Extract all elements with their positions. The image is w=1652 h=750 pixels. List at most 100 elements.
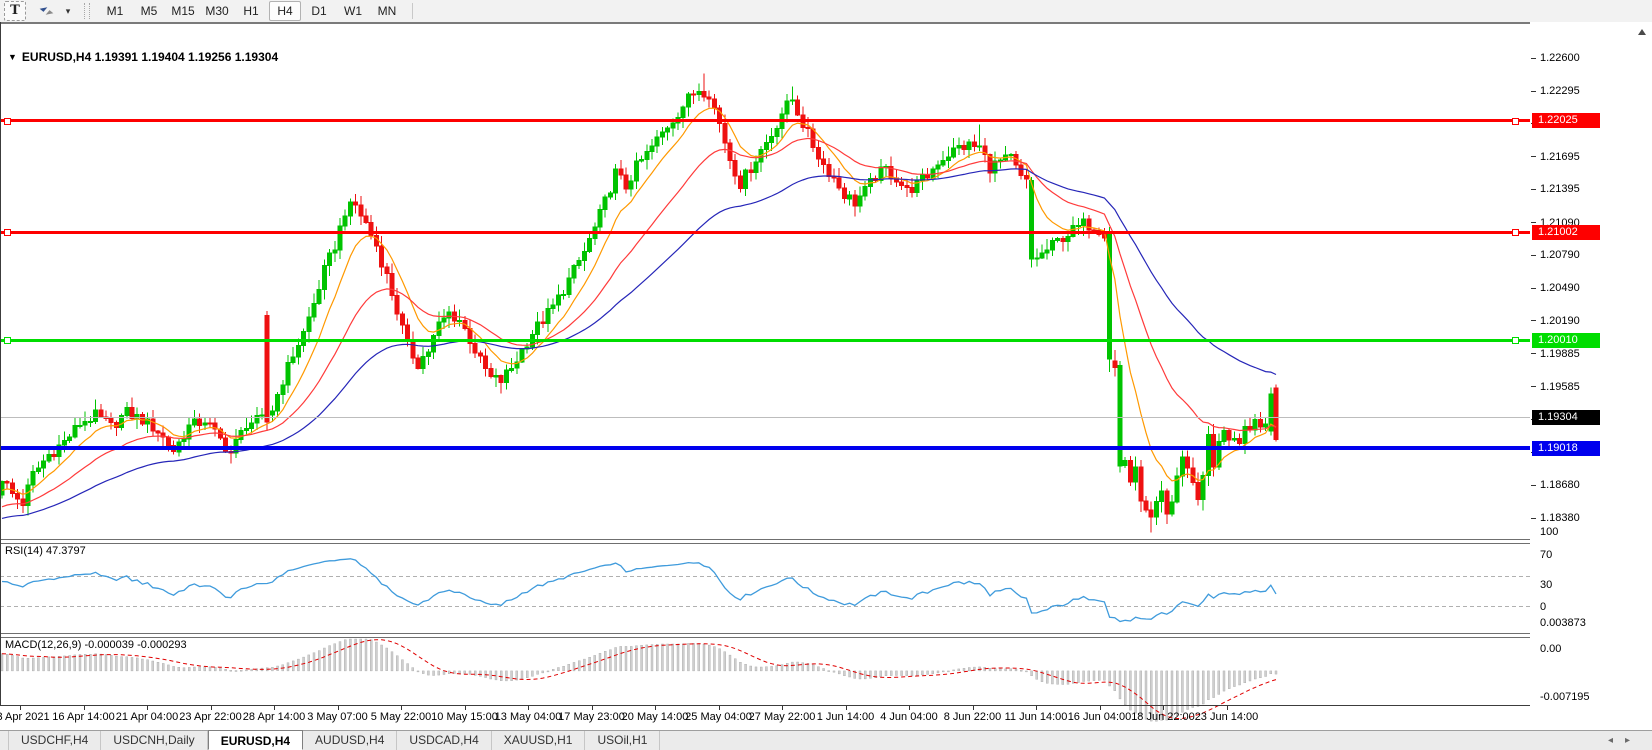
time-axis-tickmark: [909, 706, 910, 710]
chart-region: ▼ EURUSD,H4 1.19391 1.19404 1.19256 1.193…: [0, 22, 1530, 722]
time-axis-tickmark: [20, 706, 21, 710]
tab-usdcad-h4[interactable]: USDCAD,H4: [397, 731, 492, 750]
axis-scroll-up-icon[interactable]: [1638, 29, 1646, 35]
time-axis-label: 5 May 22:00: [370, 711, 432, 723]
price-axis-tick: 1.22295: [1540, 85, 1580, 98]
rsi-axis-tick: 0: [1540, 601, 1547, 613]
chart-left-border: [0, 22, 1, 705]
timeframe-button-h4[interactable]: H4: [269, 1, 301, 21]
hline-handle[interactable]: [1512, 229, 1519, 237]
price-axis-tickmark: [1531, 287, 1536, 289]
price-axis-tickmark: [1531, 320, 1536, 322]
time-axis-label: 20 May 14:00: [621, 711, 689, 723]
arrow-up-icon: [39, 4, 48, 12]
time-axis-tickmark: [782, 706, 783, 710]
time-axis-label: 3 May 07:00: [307, 711, 368, 723]
tab-eurusd-h4[interactable]: EURUSD,H4: [207, 730, 304, 750]
time-axis-label: 17 May 23:00: [558, 711, 625, 723]
price-tag-level[interactable]: 1.22025: [1532, 113, 1600, 129]
time-axis-tickmark: [718, 706, 720, 710]
price-axis-tick: 1.20790: [1540, 249, 1580, 262]
tab-usoil-h1[interactable]: USOil,H1: [585, 731, 661, 750]
time-axis-tickmark: [845, 706, 847, 710]
macd-signal-line: [1, 639, 1277, 720]
tab-usdcnh-daily[interactable]: USDCNH,Daily: [101, 731, 208, 750]
pane-separator[interactable]: [0, 633, 1530, 638]
price-axis-tick: 1.20490: [1540, 282, 1580, 294]
price-axis-tickmark: [1531, 188, 1536, 190]
time-axis-label: 13 May 04:00: [494, 711, 562, 723]
price-axis-tick: 1.19585: [1540, 380, 1580, 393]
rsi-axis-tick: 70: [1540, 548, 1553, 561]
tab-xauusd-h1[interactable]: XAUUSD,H1: [492, 731, 586, 750]
time-axis-tickmark: [1163, 706, 1164, 710]
timeframe-button-m1[interactable]: M1: [106, 4, 124, 18]
time-axis-tickmark: [1036, 706, 1037, 710]
tab-scroll-left-icon[interactable]: ◂: [1607, 735, 1625, 746]
toolbar-grip[interactable]: [84, 3, 90, 19]
timeframe-button-mn[interactable]: MN: [377, 4, 397, 18]
chart-dropdown-icon[interactable]: ▼: [8, 52, 17, 62]
macd-label: MACD(12,26,9) -0.000039 -0.000293: [5, 639, 187, 651]
time-axis-tickmark: [972, 706, 974, 710]
time-axis-tickmark: [147, 706, 148, 710]
time-axis-label: 23 Jun 14:00: [1194, 711, 1259, 723]
tab-audusd-h4[interactable]: AUDUSD,H4: [303, 731, 398, 750]
price-axis-tickmark: [1531, 222, 1536, 224]
tab-usdchf-h4[interactable]: USDCHF,H4: [8, 731, 102, 750]
price-axis-tickmark: [1531, 156, 1536, 158]
price-axis-tick: 1.21395: [1540, 183, 1580, 196]
time-axis-tickmark: [464, 706, 466, 710]
symbol-header: ▼ EURUSD,H4 1.19391 1.19404 1.19256 1.193…: [8, 50, 278, 64]
price-tag-level[interactable]: 1.21002: [1532, 224, 1600, 240]
rsi-line: [1, 558, 1277, 623]
price-tag-level[interactable]: 1.19018: [1532, 440, 1600, 456]
timeframe-button-m15[interactable]: M15: [171, 4, 195, 18]
timeframe-button-m30[interactable]: M30: [205, 4, 229, 18]
time-axis-label: 28 Apr 14:00: [242, 711, 306, 723]
time-axis-label: 25 May 04:00: [685, 711, 752, 723]
timeframe-button-w1[interactable]: W1: [344, 4, 362, 18]
time-axis-label: 10 May 15:00: [431, 711, 498, 723]
chart-tabs: USDCHF,H4 USDCNH,Daily EURUSD,H4 AUDUSD,H4 U…: [8, 730, 661, 750]
price-axis-tick: 1.22600: [1540, 52, 1580, 64]
hline-handle[interactable]: [1512, 337, 1519, 345]
chart-canvas[interactable]: [0, 44, 1530, 728]
price-axis[interactable]: 1.226001.222951.219951.216951.213951.210…: [1530, 22, 1652, 706]
timeframe-button-h1[interactable]: H1: [243, 4, 259, 18]
time-axis-tickmark: [274, 706, 275, 710]
time-axis-tickmark: [655, 706, 656, 710]
hline-handle[interactable]: [1512, 117, 1519, 125]
hline-1.21002[interactable]: [0, 229, 1530, 237]
timeframe-button-m5[interactable]: M5: [140, 4, 158, 18]
time-axis-tickmark: [401, 706, 402, 710]
hline-1.19018[interactable]: [0, 446, 1530, 451]
hline-handle[interactable]: [4, 117, 11, 125]
time-axis-label: 23 Apr 22:00: [179, 711, 242, 723]
time-axis-label: 1 Jun 14:00: [816, 711, 875, 723]
arrow-tool-dropdown-caret[interactable]: ▾: [65, 6, 71, 16]
time-axis-label: 4 Jun 04:00: [880, 711, 938, 723]
price-axis-tickmark: [1531, 386, 1536, 388]
price-axis-tickmark: [1531, 484, 1536, 486]
rsi-axis-tick: 30: [1540, 578, 1553, 591]
tab-scroll-right-icon[interactable]: ▸: [1624, 735, 1642, 746]
price-axis-tick: 1.21695: [1540, 150, 1580, 163]
price-axis-tick: 1.19885: [1540, 347, 1580, 360]
price-tag-level[interactable]: 1.20010: [1532, 332, 1600, 348]
hline-handle[interactable]: [4, 229, 11, 237]
toolbar-separator: [412, 3, 413, 19]
pane-separator[interactable]: [0, 539, 1530, 544]
hline-handle[interactable]: [4, 337, 11, 345]
hline-1.22025[interactable]: [0, 117, 1530, 125]
arrow-style-tool-button[interactable]: [36, 1, 60, 21]
text-tool-button[interactable]: T: [4, 1, 26, 21]
macd-axis-tick: 0.00: [1540, 642, 1562, 655]
ma-slow: [1, 168, 1277, 519]
time-axis-tickmark: [528, 706, 529, 710]
chart-bottom-border: [0, 705, 1652, 706]
hline-1.20010[interactable]: [0, 337, 1530, 345]
timeframe-button-d1[interactable]: D1: [311, 4, 327, 18]
